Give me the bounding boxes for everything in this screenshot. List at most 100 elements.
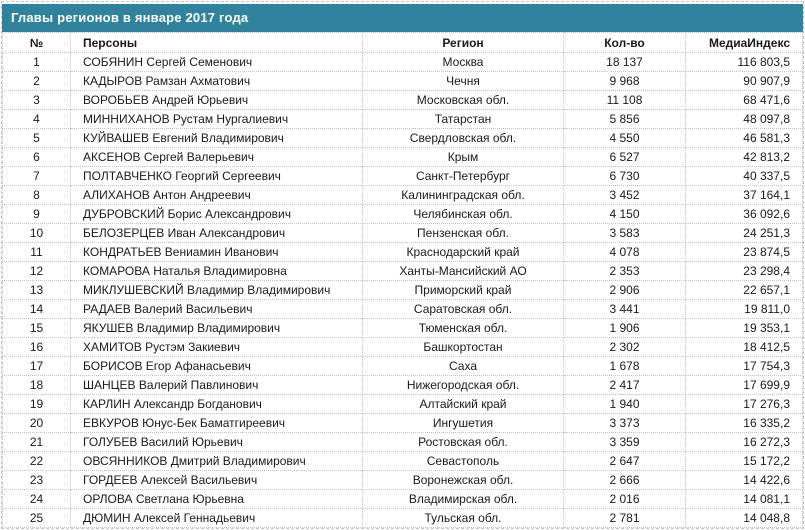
cell-person-name: ХАМИТОВ Рустэм Закиевич	[70, 337, 363, 357]
cell-person-name: ОВСЯННИКОВ Дмитрий Владимирович	[70, 451, 363, 471]
cell-region: Воронежская обл.	[362, 470, 564, 490]
cell-count: 1 678	[563, 356, 686, 376]
cell-count: 5 856	[563, 109, 686, 129]
cell-person-name: МИННИХАНОВ Рустам Нургалиевич	[70, 109, 363, 129]
table-row: 16 ХАМИТОВ Рустэм Закиевич Башкортостан …	[2, 337, 803, 357]
cell-person-name: ДЮМИН Алексей Геннадьевич	[70, 508, 363, 528]
cell-rank: 5	[2, 128, 71, 148]
table-row: 23 ГОРДЕЕВ Алексей Васильевич Воронежска…	[2, 470, 803, 490]
cell-mediaindex: 40 337,5	[685, 166, 803, 186]
column-header-region: Регион	[362, 32, 564, 53]
cell-rank: 25	[2, 508, 71, 528]
cell-region: Пензенская обл.	[362, 223, 564, 243]
cell-count: 3 373	[563, 413, 686, 433]
cell-count: 2 353	[563, 261, 686, 281]
cell-rank: 16	[2, 337, 71, 357]
cell-region: Санкт-Петербург	[362, 166, 564, 186]
column-header-mediaindex: МедиаИндекс	[685, 32, 803, 53]
cell-region: Ростовская обл.	[362, 432, 564, 452]
cell-person-name: СОБЯНИН Сергей Семенович	[70, 52, 363, 72]
cell-count: 2 906	[563, 280, 686, 300]
column-header-count: Кол-во	[563, 32, 686, 53]
cell-mediaindex: 42 813,2	[685, 147, 803, 167]
cell-person-name: АКСЕНОВ Сергей Валерьевич	[70, 147, 363, 167]
cell-rank: 6	[2, 147, 71, 167]
table-row: 24 ОРЛОВА Светлана Юрьевна Владимирская …	[2, 489, 803, 509]
cell-count: 3 359	[563, 432, 686, 452]
table-header-row: № Персоны Регион Кол-во МедиаИндекс	[2, 32, 803, 53]
cell-rank: 14	[2, 299, 71, 319]
table-row: 13 МИКЛУШЕВСКИЙ Владимир Владимирович Пр…	[2, 280, 803, 300]
cell-person-name: БОРИСОВ Егор Афанасьевич	[70, 356, 363, 376]
table-row: 12 КОМАРОВА Наталья Владимировна Ханты-М…	[2, 261, 803, 281]
table-row: 6 АКСЕНОВ Сергей Валерьевич Крым 6 527 4…	[2, 147, 803, 167]
table-row: 15 ЯКУШЕВ Владимир Владимирович Тюменска…	[2, 318, 803, 338]
cell-mediaindex: 37 164,1	[685, 185, 803, 205]
cell-count: 9 968	[563, 71, 686, 91]
cell-person-name: КУЙВАШЕВ Евгений Владимирович	[70, 128, 363, 148]
cell-region: Саха	[362, 356, 564, 376]
cell-rank: 19	[2, 394, 71, 414]
cell-rank: 1	[2, 52, 71, 72]
column-header-person: Персоны	[70, 32, 363, 53]
cell-rank: 12	[2, 261, 71, 281]
table-row: 21 ГОЛУБЕВ Василий Юрьевич Ростовская об…	[2, 432, 803, 452]
cell-mediaindex: 19 353,1	[685, 318, 803, 338]
cell-count: 11 108	[563, 90, 686, 110]
cell-mediaindex: 68 471,6	[685, 90, 803, 110]
cell-count: 2 666	[563, 470, 686, 490]
cell-count: 18 137	[563, 52, 686, 72]
cell-mediaindex: 14 422,6	[685, 470, 803, 490]
cell-rank: 23	[2, 470, 71, 490]
cell-rank: 15	[2, 318, 71, 338]
cell-mediaindex: 17 276,3	[685, 394, 803, 414]
table-row: 22 ОВСЯННИКОВ Дмитрий Владимирович Севас…	[2, 451, 803, 471]
cell-person-name: ПОЛТАВЧЕНКО Георгий Сергеевич	[70, 166, 363, 186]
cell-person-name: ВОРОБЬЕВ Андрей Юрьевич	[70, 90, 363, 110]
cell-count: 4 150	[563, 204, 686, 224]
cell-count: 6 527	[563, 147, 686, 167]
cell-person-name: КОНДРАТЬЕВ Вениамин Иванович	[70, 242, 363, 262]
cell-region: Алтайский край	[362, 394, 564, 414]
cell-count: 6 730	[563, 166, 686, 186]
cell-region: Крым	[362, 147, 564, 167]
cell-region: Москва	[362, 52, 564, 72]
table-row: 25 ДЮМИН Алексей Геннадьевич Тульская об…	[2, 508, 803, 528]
cell-mediaindex: 16 335,2	[685, 413, 803, 433]
cell-mediaindex: 19 811,0	[685, 299, 803, 319]
cell-region: Тюменская обл.	[362, 318, 564, 338]
cell-count: 2 781	[563, 508, 686, 528]
cell-mediaindex: 46 581,3	[685, 128, 803, 148]
cell-person-name: ДУБРОВСКИЙ Борис Александрович	[70, 204, 363, 224]
cell-person-name: ГОЛУБЕВ Василий Юрьевич	[70, 432, 363, 452]
cell-region: Ингушетия	[362, 413, 564, 433]
cell-person-name: КАДЫРОВ Рамзан Ахматович	[70, 71, 363, 91]
cell-region: Тульская обл.	[362, 508, 564, 528]
cell-mediaindex: 24 251,3	[685, 223, 803, 243]
cell-rank: 9	[2, 204, 71, 224]
cell-person-name: БЕЛОЗЕРЦЕВ Иван Александрович	[70, 223, 363, 243]
cell-mediaindex: 15 172,2	[685, 451, 803, 471]
cell-person-name: ОРЛОВА Светлана Юрьевна	[70, 489, 363, 509]
cell-region: Саратовская обл.	[362, 299, 564, 319]
cell-mediaindex: 23 298,4	[685, 261, 803, 281]
cell-mediaindex: 90 907,9	[685, 71, 803, 91]
table-row: 20 ЕВКУРОВ Юнус-Бек Баматгиреевич Ингуше…	[2, 413, 803, 433]
cell-rank: 3	[2, 90, 71, 110]
cell-count: 3 583	[563, 223, 686, 243]
cell-person-name: РАДАЕВ Валерий Васильевич	[70, 299, 363, 319]
cell-rank: 22	[2, 451, 71, 471]
report-title-bar: Главы регионов в январе 2017 года	[2, 4, 803, 32]
cell-count: 4 550	[563, 128, 686, 148]
cell-region: Приморский край	[362, 280, 564, 300]
cell-count: 1 906	[563, 318, 686, 338]
cell-person-name: КАРЛИН Александр Богданович	[70, 394, 363, 414]
cell-count: 1 940	[563, 394, 686, 414]
cell-person-name: ЯКУШЕВ Владимир Владимирович	[70, 318, 363, 338]
cell-rank: 11	[2, 242, 71, 262]
cell-rank: 24	[2, 489, 71, 509]
cell-count: 2 302	[563, 337, 686, 357]
cell-rank: 8	[2, 185, 71, 205]
cell-region: Нижегородская обл.	[362, 375, 564, 395]
cell-count: 3 441	[563, 299, 686, 319]
